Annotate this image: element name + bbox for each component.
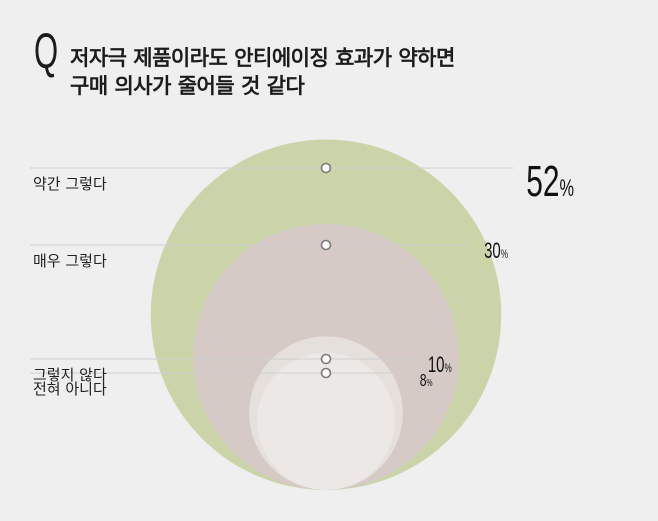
marker-1: [320, 162, 332, 174]
value-label-1: 52%: [526, 156, 574, 205]
chart-title: 저자극 제품이라도 안티에이징 효과가 약하면 구매 의사가 줄어들 것 같다: [70, 44, 455, 100]
category-label-1: 약간 그렇다: [33, 175, 107, 193]
marker-3: [320, 353, 332, 365]
question-mark: Q: [34, 23, 59, 79]
marker-4: [320, 367, 332, 379]
value-label-2: 30%: [484, 238, 508, 263]
chart-title-line-1: 저자극 제품이라도 안티에이징 효과가 약하면: [70, 46, 455, 70]
category-label-2: 매우 그렇다: [33, 252, 107, 270]
marker-2: [320, 239, 332, 251]
bubble-4: [257, 352, 395, 490]
category-label-3: 그렇지 않다: [33, 366, 107, 384]
chart-title-line-2: 구매 의사가 줄어들 것 같다: [70, 74, 305, 98]
value-label-4: 8%: [420, 371, 433, 391]
value-label-3: 10%: [428, 352, 452, 377]
category-label-4: 전혀 아니다: [33, 380, 107, 398]
